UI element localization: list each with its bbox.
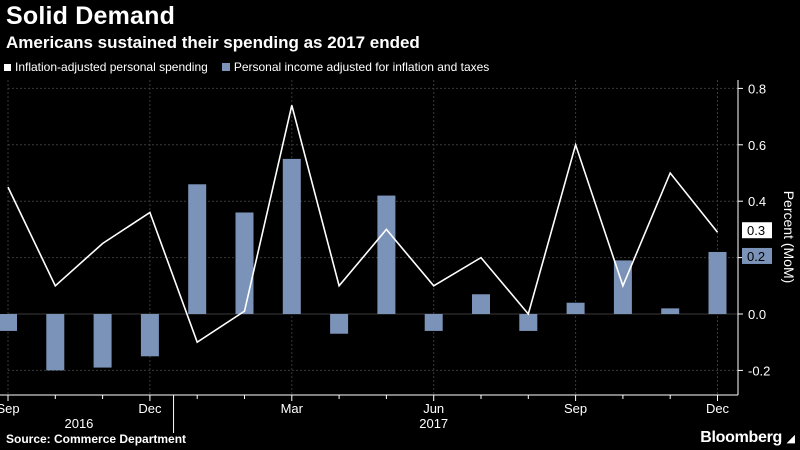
legend-swatch-line bbox=[4, 63, 11, 71]
legend: Inflation-adjusted personal spending Per… bbox=[4, 60, 503, 74]
chart-subtitle: Americans sustained their spending as 20… bbox=[6, 33, 420, 52]
y-tick-label: 0.8 bbox=[748, 81, 766, 96]
bar bbox=[472, 294, 490, 314]
legend-item-spending: Inflation-adjusted personal spending bbox=[4, 60, 208, 74]
x-tick-label: Sep bbox=[0, 401, 20, 416]
last-value-text-spending: 0.3 bbox=[747, 223, 765, 238]
bar bbox=[519, 314, 538, 331]
x-tick-label: Jun bbox=[423, 401, 444, 416]
bar bbox=[661, 308, 680, 314]
bar bbox=[188, 184, 207, 314]
bar bbox=[140, 314, 159, 357]
x-tick-label: Dec bbox=[138, 401, 162, 416]
legend-item-income: Personal income adjusted for inflation a… bbox=[221, 60, 490, 74]
last-value-label-income: 0.2 bbox=[742, 247, 772, 264]
last-value-label-spending: 0.3 bbox=[742, 222, 772, 239]
spending-line bbox=[7, 105, 719, 344]
y-tick-label: 0.6 bbox=[748, 138, 766, 153]
bar bbox=[282, 158, 301, 314]
last-value-text-income: 0.2 bbox=[747, 249, 765, 264]
bar bbox=[235, 212, 254, 314]
source-note: Source: Commerce Department bbox=[6, 432, 187, 446]
x-tick-label: Dec bbox=[706, 401, 730, 416]
x-tick-label: Mar bbox=[281, 401, 304, 416]
gridlines bbox=[7, 80, 738, 395]
bar bbox=[46, 314, 65, 371]
year-label: 2017 bbox=[419, 416, 448, 431]
legend-label-spending: Inflation-adjusted personal spending bbox=[15, 60, 208, 74]
y-tick-label: 0.0 bbox=[748, 307, 766, 322]
y-tick-label: 0.4 bbox=[748, 194, 766, 209]
bar bbox=[330, 314, 349, 334]
x-tick-label: Sep bbox=[564, 401, 587, 416]
bar bbox=[377, 195, 396, 314]
legend-label-income: Personal income adjusted for inflation a… bbox=[233, 60, 490, 74]
bar bbox=[566, 302, 585, 314]
bar-series bbox=[0, 158, 727, 371]
bar bbox=[708, 251, 727, 314]
last-value-box-income bbox=[742, 247, 772, 264]
last-value-box-spending bbox=[742, 222, 772, 239]
y-tick-label: -0.2 bbox=[748, 363, 770, 378]
bar bbox=[424, 314, 443, 331]
bar bbox=[93, 314, 112, 368]
year-label: 2016 bbox=[64, 416, 93, 431]
line-series bbox=[7, 105, 719, 344]
brand-logo: Bloomberg bbox=[700, 429, 782, 446]
chart-title: Solid Demand bbox=[6, 2, 176, 30]
y-axis-label: Percent (MoM) bbox=[781, 191, 797, 284]
bloomberg-mark-icon: ◢ bbox=[786, 433, 795, 445]
axes: 0.8 0.6 0.4 0.2 0.0 -0.2 Sep Dec Mar Jun Sep Dec 201… bbox=[0, 80, 772, 433]
legend-swatch-bar bbox=[221, 63, 230, 71]
bar bbox=[0, 314, 17, 331]
